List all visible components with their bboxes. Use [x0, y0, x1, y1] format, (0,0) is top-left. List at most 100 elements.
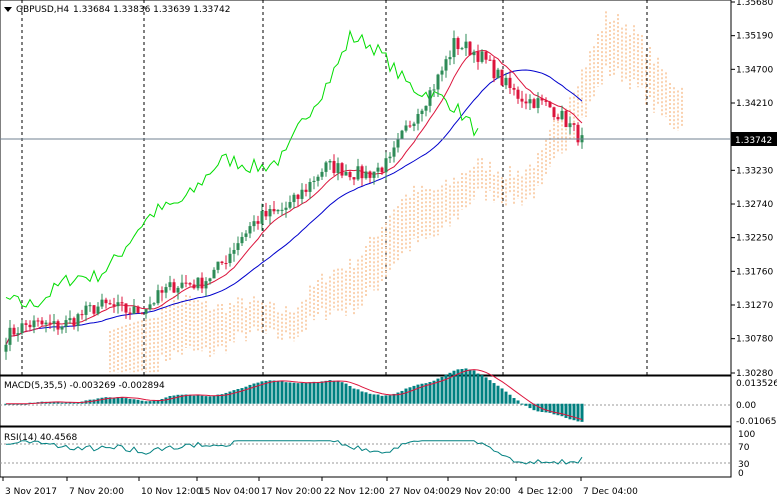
candle[interactable]: [76, 312, 80, 332]
candle[interactable]: [48, 314, 52, 330]
candle[interactable]: [424, 105, 428, 117]
candle[interactable]: [316, 174, 320, 187]
candle[interactable]: [308, 178, 312, 200]
candle[interactable]: [132, 299, 136, 315]
candle[interactable]: [432, 84, 436, 97]
candle[interactable]: [576, 122, 580, 146]
candle[interactable]: [260, 203, 264, 231]
candle[interactable]: [176, 285, 180, 300]
candle[interactable]: [496, 67, 500, 79]
candle[interactable]: [388, 152, 392, 164]
candle[interactable]: [472, 49, 476, 63]
candle[interactable]: [188, 282, 192, 287]
candle[interactable]: [440, 66, 444, 82]
candle[interactable]: [52, 313, 56, 332]
candle[interactable]: [344, 164, 348, 176]
candle[interactable]: [264, 202, 268, 220]
candle[interactable]: [400, 129, 404, 140]
candle[interactable]: [436, 73, 440, 98]
candle[interactable]: [336, 157, 340, 181]
candle[interactable]: [524, 93, 528, 110]
candle[interactable]: [380, 166, 384, 176]
candle[interactable]: [404, 120, 408, 133]
candle[interactable]: [232, 242, 236, 262]
candle[interactable]: [560, 105, 564, 121]
candle[interactable]: [500, 69, 504, 87]
candle[interactable]: [104, 297, 108, 309]
candle[interactable]: [304, 183, 308, 197]
candle[interactable]: [184, 275, 188, 288]
candle[interactable]: [300, 183, 304, 205]
candle[interactable]: [444, 55, 448, 78]
candle[interactable]: [532, 97, 536, 109]
candle[interactable]: [552, 106, 556, 120]
candle[interactable]: [196, 277, 200, 291]
candle[interactable]: [364, 165, 368, 180]
candle[interactable]: [172, 278, 176, 294]
candle[interactable]: [100, 293, 104, 309]
candle[interactable]: [212, 267, 216, 279]
candle[interactable]: [8, 319, 12, 352]
candle[interactable]: [564, 110, 568, 128]
candle[interactable]: [416, 108, 420, 131]
candle[interactable]: [220, 260, 224, 265]
candle[interactable]: [492, 57, 496, 83]
candle[interactable]: [112, 297, 116, 313]
candle[interactable]: [476, 44, 480, 70]
candle[interactable]: [328, 159, 332, 170]
candle[interactable]: [512, 83, 516, 96]
candle[interactable]: [148, 296, 152, 311]
candle[interactable]: [268, 205, 272, 225]
candle[interactable]: [320, 168, 324, 181]
candle[interactable]: [540, 94, 544, 105]
candle[interactable]: [44, 320, 48, 333]
candle[interactable]: [216, 261, 220, 274]
candle[interactable]: [508, 71, 512, 94]
candle[interactable]: [392, 141, 396, 163]
candle[interactable]: [324, 160, 328, 177]
candle[interactable]: [352, 176, 356, 186]
candle[interactable]: [288, 195, 292, 210]
candle[interactable]: [256, 215, 260, 230]
candle[interactable]: [368, 170, 372, 184]
main-price-panel[interactable]: GBPUSD,H4 1.33684 1.33836 1.33639 1.3374…: [0, 0, 777, 477]
candle[interactable]: [16, 327, 20, 342]
candle[interactable]: [376, 162, 380, 178]
candle[interactable]: [80, 309, 84, 320]
candle[interactable]: [280, 202, 284, 216]
candle[interactable]: [56, 319, 60, 335]
candle[interactable]: [276, 209, 280, 215]
candle[interactable]: [556, 114, 560, 121]
candle[interactable]: [140, 311, 144, 315]
candle[interactable]: [484, 51, 488, 64]
candle[interactable]: [356, 158, 360, 181]
candle[interactable]: [128, 307, 132, 320]
candle[interactable]: [156, 284, 160, 306]
chart-menu-arrow-icon[interactable]: [4, 7, 12, 12]
candle[interactable]: [192, 279, 196, 290]
candle[interactable]: [244, 230, 248, 242]
candle[interactable]: [452, 30, 456, 65]
candle[interactable]: [116, 294, 120, 314]
candle[interactable]: [568, 116, 572, 135]
candle[interactable]: [520, 90, 524, 108]
candle[interactable]: [252, 215, 256, 232]
candle[interactable]: [36, 317, 40, 327]
candle[interactable]: [448, 50, 452, 66]
rsi-panel[interactable]: RSI(14) 40.4568 100 70 30 0: [0, 426, 755, 479]
candle[interactable]: [28, 320, 32, 331]
candle[interactable]: [528, 94, 532, 110]
candle[interactable]: [332, 154, 336, 176]
candle[interactable]: [396, 132, 400, 153]
candle[interactable]: [32, 315, 36, 334]
candle[interactable]: [120, 296, 124, 312]
candle[interactable]: [456, 36, 460, 55]
candle[interactable]: [40, 317, 44, 326]
candle[interactable]: [284, 201, 288, 218]
candle[interactable]: [4, 337, 8, 360]
candle[interactable]: [168, 275, 172, 291]
candle[interactable]: [420, 108, 424, 122]
candle[interactable]: [224, 255, 228, 270]
candle[interactable]: [272, 200, 276, 215]
